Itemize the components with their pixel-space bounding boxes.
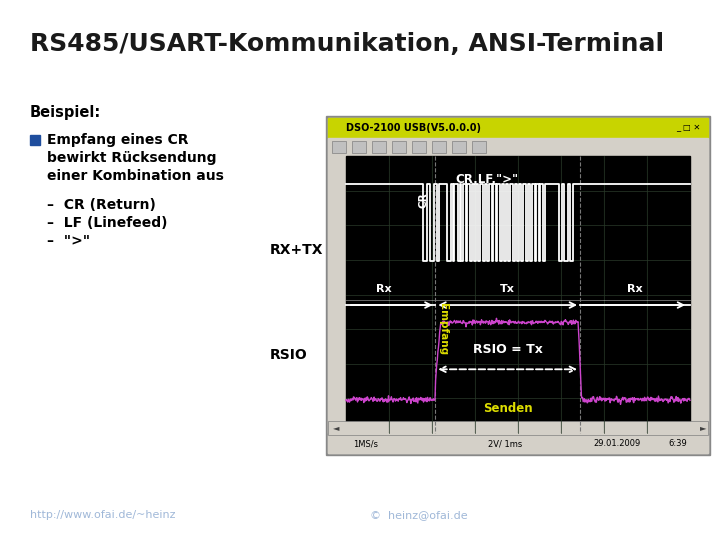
Text: CR: CR <box>418 192 428 208</box>
Text: _ □ ✕: _ □ ✕ <box>675 124 700 132</box>
Text: RSIO = Tx: RSIO = Tx <box>473 343 543 356</box>
Bar <box>412 141 426 153</box>
Text: Rx: Rx <box>376 285 392 294</box>
Text: –  ">": – ">" <box>47 234 90 248</box>
Bar <box>372 141 386 153</box>
Text: Beispiel:: Beispiel: <box>30 105 102 120</box>
Bar <box>328 138 708 156</box>
Bar <box>328 118 708 138</box>
Bar <box>352 141 366 153</box>
Text: 6:39: 6:39 <box>668 440 687 449</box>
Bar <box>326 116 710 455</box>
Bar <box>328 421 708 435</box>
Bar <box>346 156 690 433</box>
Text: –  LF (Linefeed): – LF (Linefeed) <box>47 216 168 230</box>
Text: RSIO: RSIO <box>270 348 307 362</box>
Text: einer Kombination aus: einer Kombination aus <box>47 169 224 183</box>
Bar <box>392 141 406 153</box>
Bar <box>432 141 446 153</box>
Bar <box>332 141 346 153</box>
Text: Tx: Tx <box>500 285 515 294</box>
Text: RS485/USART-Kommunikation, ANSI-Terminal: RS485/USART-Kommunikation, ANSI-Terminal <box>30 32 664 56</box>
Bar <box>30 135 40 145</box>
Text: 2V/ 1ms: 2V/ 1ms <box>488 440 522 449</box>
Text: ◄: ◄ <box>333 423 340 433</box>
Text: ©  heinz@ofai.de: © heinz@ofai.de <box>370 510 467 520</box>
Text: bewirkt Rücksendung: bewirkt Rücksendung <box>47 151 217 165</box>
Text: Senden: Senden <box>483 402 533 415</box>
Text: ►: ► <box>700 423 706 433</box>
Text: Empfang: Empfang <box>438 303 449 355</box>
Bar <box>472 141 486 153</box>
Bar <box>452 141 466 153</box>
Bar <box>328 118 708 453</box>
Text: CR,LF,">": CR,LF,">" <box>456 173 518 186</box>
Text: 29.01.2009: 29.01.2009 <box>593 440 640 449</box>
Bar <box>690 156 708 433</box>
Bar <box>328 156 346 433</box>
Text: DSO-2100 USB(V5.0.0.0): DSO-2100 USB(V5.0.0.0) <box>346 123 481 133</box>
Text: Empfang eines CR: Empfang eines CR <box>47 133 189 147</box>
Bar <box>328 435 708 453</box>
Text: Rx: Rx <box>627 285 643 294</box>
Text: –  CR (Return): – CR (Return) <box>47 198 156 212</box>
Text: http://www.ofai.de/~heinz: http://www.ofai.de/~heinz <box>30 510 176 520</box>
Text: 1MS/s: 1MS/s <box>353 440 378 449</box>
Text: RX+TX: RX+TX <box>270 243 323 257</box>
